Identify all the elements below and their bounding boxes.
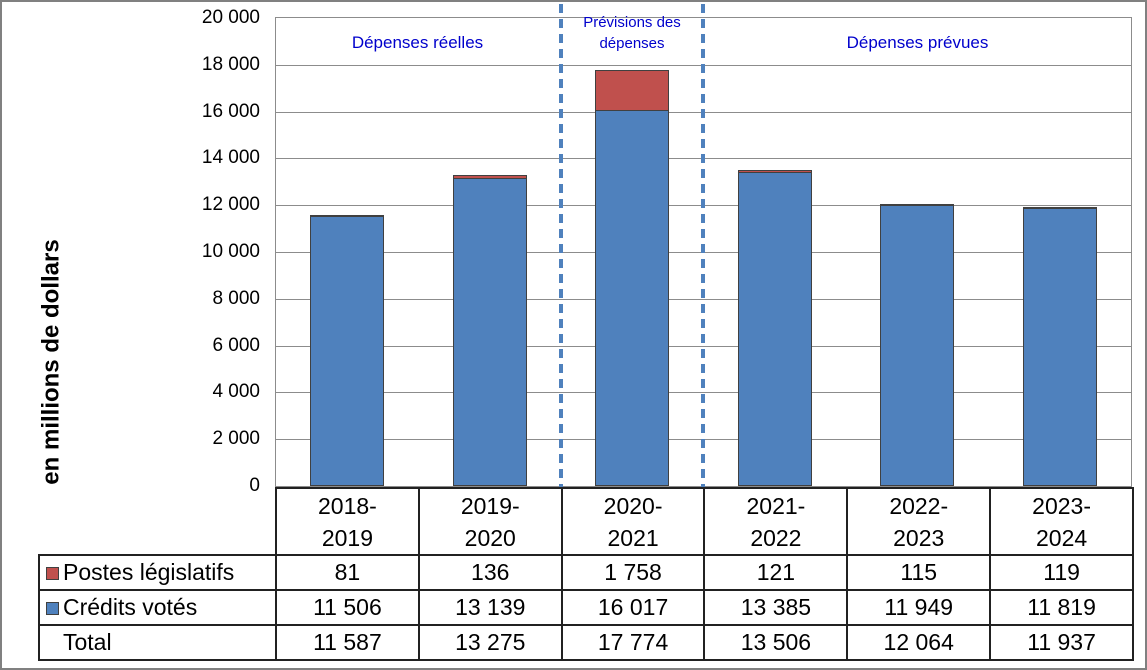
- row-label: Postes législatifs: [38, 554, 277, 591]
- bar-segment-postes-legislatifs: [453, 175, 527, 179]
- stacked-bar-2018-2019: [310, 214, 384, 486]
- category-label: 2019- 2020: [417, 487, 563, 556]
- bar-segment-postes-legislatifs: [1023, 206, 1097, 210]
- stacked-bar-2019-2020: [453, 175, 527, 486]
- table-cell: 115: [846, 554, 992, 591]
- legend-swatch: [46, 567, 59, 580]
- dashed-separator-right: [701, 4, 705, 489]
- y-tick-label: 4 000: [212, 381, 260, 402]
- y-tick-label: 14 000: [201, 147, 260, 168]
- category-label: 2021- 2022: [703, 487, 849, 556]
- table-cell: 11 587: [275, 624, 420, 661]
- phase-label-depenses-prevues: Dépenses prévues: [846, 33, 989, 52]
- y-tick-label: 8 000: [212, 288, 260, 309]
- legend-swatch: [46, 602, 59, 615]
- category-header-row: 2018- 2019 2019- 2020 2020- 2021 2021- 2022 2022…: [39, 487, 1134, 556]
- stacked-bar-2021-2022: [738, 169, 812, 486]
- table-cell: 1 758: [560, 554, 706, 591]
- y-tick-label: 12 000: [201, 194, 260, 215]
- table-cell: 11 949: [846, 589, 992, 626]
- table-cell: 13 139: [417, 589, 563, 626]
- row-label: Crédits votés: [38, 589, 277, 626]
- y-tick-label: 18 000: [201, 54, 260, 75]
- dashed-separator-left: [559, 4, 563, 489]
- table-cell: 11 819: [989, 589, 1134, 626]
- bar-segment-postes-legislatifs: [310, 214, 384, 217]
- stacked-bar-2022-2023: [880, 203, 954, 486]
- table-cell: 121: [703, 554, 849, 591]
- table-cell: 12 064: [846, 624, 992, 661]
- bar-segment-postes-legislatifs: [738, 169, 812, 173]
- bar-segment-postes-legislatifs: [595, 70, 669, 112]
- y-tick-label: 0: [249, 475, 260, 496]
- table-row: Total 11 587 13 275 17 774 13 506 12 064 11 93…: [38, 624, 1134, 661]
- table-cell: 11 937: [989, 624, 1134, 661]
- phase-label-depenses-reelles: Dépenses réelles: [351, 33, 484, 52]
- table-cell: 13 506: [703, 624, 849, 661]
- data-table: 2018- 2019 2019- 2020 2020- 2021 2021- 2022 2022…: [38, 487, 1134, 661]
- table-row: Crédits votés 11 506 13 139 16 017 13 385 11 …: [38, 589, 1134, 626]
- bar-segment-credits-votes: [595, 111, 669, 486]
- category-label: 2020- 2021: [560, 487, 706, 556]
- y-tick-label: 6 000: [212, 335, 260, 356]
- table-row: Postes législatifs 81 136 1 758 121 115 119: [38, 554, 1134, 591]
- y-tick-label: 16 000: [201, 101, 260, 122]
- bar-segment-credits-votes: [1023, 209, 1097, 486]
- category-label: 2023- 2024: [989, 487, 1134, 556]
- category-label: 2022- 2023: [846, 487, 992, 556]
- y-axis-tick-labels: 0 2 000 4 000 6 000 8 000 10 000 12 000 14 000 1…: [2, 2, 262, 668]
- table-cell: 136: [417, 554, 563, 591]
- bar-segment-credits-votes: [310, 216, 384, 486]
- table-cell: 16 017: [560, 589, 706, 626]
- stacked-bar-2020-2021: [595, 70, 669, 486]
- y-tick-label: 10 000: [201, 241, 260, 262]
- bar-segment-credits-votes: [738, 172, 812, 486]
- table-cell: 13 385: [703, 589, 849, 626]
- table-cell: 17 774: [560, 624, 706, 661]
- row-label: Total: [38, 624, 277, 661]
- blank-cell: [39, 488, 276, 555]
- table-cell: 13 275: [417, 624, 563, 661]
- bar-segment-credits-votes: [880, 206, 954, 486]
- y-tick-label: 2 000: [212, 428, 260, 449]
- table-cell: 119: [989, 554, 1134, 591]
- table-cell: 81: [275, 554, 420, 591]
- y-tick-label: 20 000: [201, 7, 260, 28]
- category-label: 2018- 2019: [275, 487, 420, 556]
- table-cell: 11 506: [275, 589, 420, 626]
- phase-label-previsions-des-depenses: Prévisions des dépenses: [583, 14, 681, 52]
- stacked-bar-2023-2024: [1023, 206, 1097, 486]
- bar-segment-credits-votes: [453, 178, 527, 486]
- bar-segment-postes-legislatifs: [880, 203, 954, 207]
